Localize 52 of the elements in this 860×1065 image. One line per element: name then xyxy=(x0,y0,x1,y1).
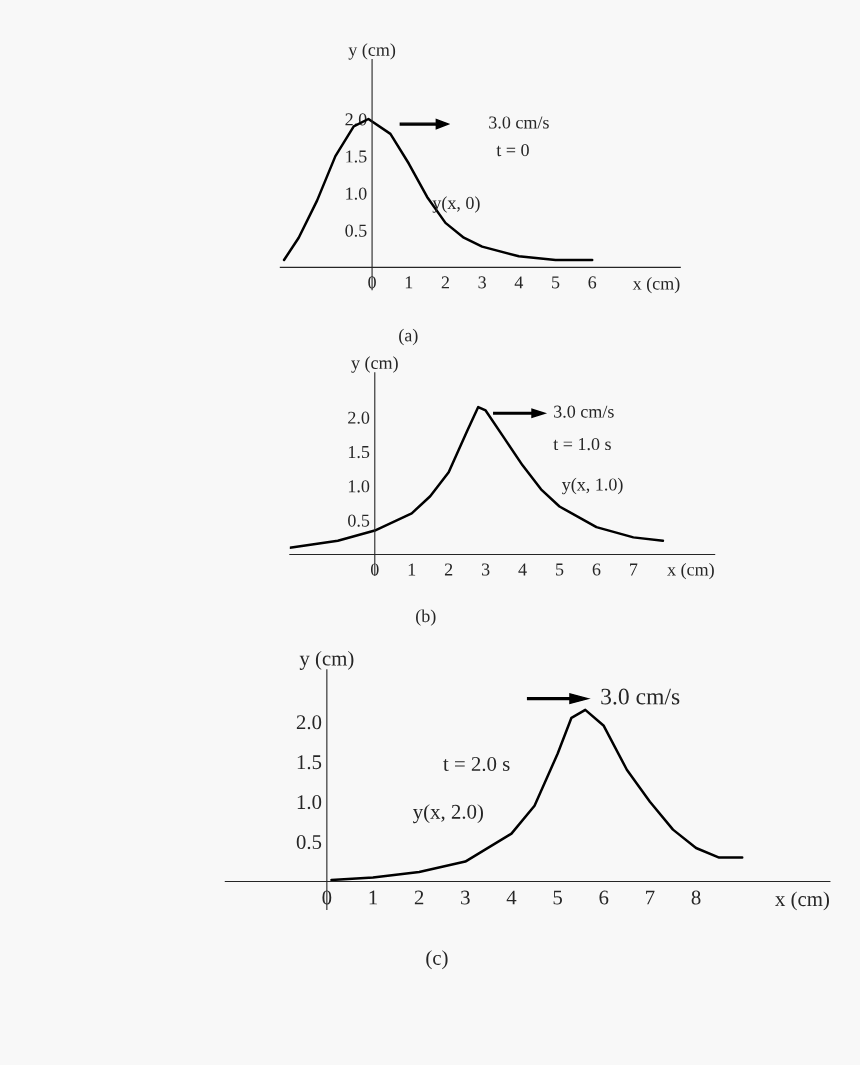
x-tick-label: 3 xyxy=(478,276,486,289)
y-axis-title: y (cm) xyxy=(348,43,396,60)
y-tick-label: 1.5 xyxy=(297,755,322,770)
annotation: 3.0 cm/s xyxy=(554,405,614,418)
annotation: y(x, 2.0) xyxy=(412,804,483,824)
y-tick-label: 1.0 xyxy=(348,480,370,493)
y-tick-label: 1.0 xyxy=(346,187,367,200)
annotation: t = 1.0 s xyxy=(553,437,611,451)
text: (a) xyxy=(399,328,418,346)
x-tick-label: 8 xyxy=(691,890,701,905)
x-tick-label: 2 xyxy=(414,890,424,905)
annotation: t = 0 xyxy=(496,143,529,157)
x-tick-label: 4 xyxy=(514,276,524,289)
text: (c) xyxy=(426,950,448,970)
x-tick-label: 5 xyxy=(552,276,560,289)
x-axis-title: x (cm) xyxy=(667,562,714,580)
x-tick-label: 3 xyxy=(461,890,470,905)
x-axis-title: x (cm) xyxy=(632,276,680,294)
y-axis-title: y (cm) xyxy=(299,650,354,670)
x-tick-label: 4 xyxy=(506,890,517,905)
x-tick-label: 5 xyxy=(553,890,562,905)
x-tick-label: 2 xyxy=(444,563,453,576)
x-tick-label: 1 xyxy=(405,276,413,289)
annotation: 3.0 cm/s xyxy=(489,116,549,129)
x-tick-label: 3 xyxy=(481,563,490,576)
x-tick-label: 5 xyxy=(556,563,564,576)
y-tick-label: 1.0 xyxy=(297,795,322,810)
x-tick-label: 1 xyxy=(369,890,377,905)
line-series xyxy=(289,405,665,549)
y-axis-title: y (cm) xyxy=(351,356,398,373)
x-tick-label: 2 xyxy=(441,276,449,289)
x-axis-title: x (cm) xyxy=(775,891,829,911)
x-tick-label: 4 xyxy=(518,563,527,576)
annotation: 3.0 cm/s xyxy=(601,688,680,705)
annotation: y(x, 0) xyxy=(432,196,480,213)
y-tick-label: 2.0 xyxy=(348,411,370,424)
x-tick-label: 7 xyxy=(630,563,638,576)
x-tick-label: 6 xyxy=(599,890,609,905)
y-tick-label: 0.5 xyxy=(296,834,322,850)
y-tick-label: 1.5 xyxy=(346,150,367,163)
y-tick-label: 1.5 xyxy=(348,445,370,459)
y-tick-label: 0.5 xyxy=(348,514,370,527)
line-series xyxy=(330,708,744,882)
x-tick-label: 7 xyxy=(646,890,655,905)
y-tick-label: 0.5 xyxy=(345,224,367,237)
x-tick-label: 6 xyxy=(592,563,601,576)
annotation: y(x, 1.0) xyxy=(561,477,623,495)
y-tick-label: 2.0 xyxy=(296,715,322,730)
annotation: t = 2.0 s xyxy=(443,756,510,772)
x-tick-label: 1 xyxy=(408,563,416,576)
text: (b) xyxy=(416,609,436,626)
x-tick-label: 6 xyxy=(588,276,597,289)
